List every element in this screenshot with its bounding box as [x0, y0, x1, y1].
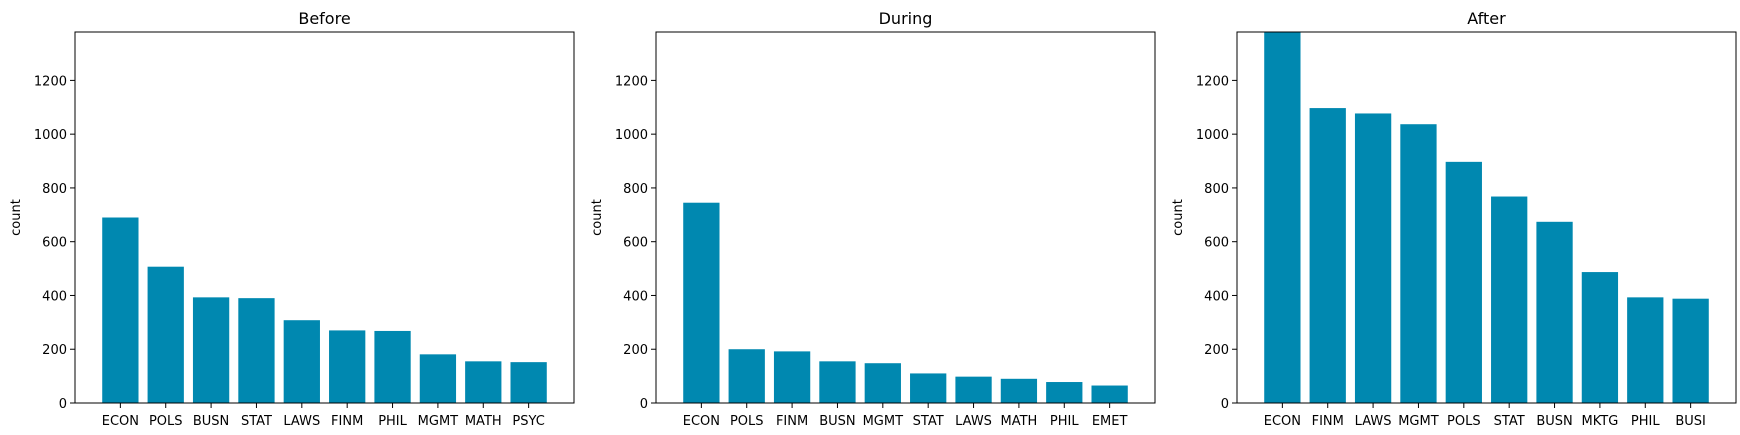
y-axis-label: count	[9, 199, 24, 236]
y-tick-label: 1200	[615, 74, 648, 89]
x-tick-label: POLS	[149, 414, 183, 429]
axes-frame	[1236, 31, 1737, 404]
x-tick-label: MATH	[1000, 414, 1037, 429]
x-tick-label: FINM	[331, 414, 363, 429]
y-tick-label: 1200	[1196, 74, 1229, 89]
y-tick-label: 800	[623, 182, 648, 197]
x-tick-label: BUSN	[819, 414, 855, 429]
y-axis-label: count	[1171, 199, 1186, 236]
x-tick-label: LAWS	[1355, 414, 1392, 429]
bar-econ	[1264, 32, 1301, 403]
chart-panel-2: 0 200 400 600 800 1000 1200 ECON FINM LAWS MGMT POL…	[1171, 9, 1737, 429]
chart-panel-1: 0 200 400 600 800 1000 1200 ECON POLS FINM BUSN MGM…	[590, 9, 1156, 429]
x-tick-label: MATH	[465, 414, 502, 429]
bar-emet	[1091, 385, 1128, 403]
y-tick-label: 600	[623, 236, 648, 251]
x-tick-label: BUSN	[1536, 414, 1572, 429]
bar-stat	[910, 373, 947, 403]
bar-finm	[1309, 108, 1346, 403]
bar-mgmt	[419, 354, 457, 403]
bar-mgmt	[864, 363, 901, 403]
y-tick-label: 0	[1221, 397, 1229, 412]
y-tick-label: 600	[42, 236, 67, 251]
bar-laws	[283, 320, 320, 403]
y-tick-label: 0	[640, 397, 648, 412]
x-tick-label: LAWS	[283, 414, 320, 429]
bar-busn	[1536, 221, 1573, 403]
x-tick-label: PHIL	[1631, 414, 1660, 429]
y-tick-label: 800	[42, 182, 67, 197]
bar-finm	[329, 330, 366, 403]
y-tick-label: 800	[1204, 182, 1229, 197]
x-tick-label: EMET	[1092, 414, 1128, 429]
x-tick-label: MGMT	[418, 414, 459, 429]
y-tick-label: 200	[42, 343, 67, 358]
bar-mgmt	[1400, 124, 1437, 404]
x-tick-label: POLS	[1447, 414, 1481, 429]
chart-panel-0: 0 200 400 600 800 1000 1200 ECON POLS BUSN STAT LAW…	[9, 9, 575, 429]
x-tick-label: MKTG	[1582, 414, 1619, 429]
y-tick-label: 0	[59, 397, 67, 412]
axes-frame	[74, 31, 575, 404]
bar-phil	[1046, 382, 1083, 403]
y-tick-label: 400	[1204, 289, 1229, 304]
x-tick-label: FINM	[776, 414, 808, 429]
x-tick-label: ECON	[102, 414, 139, 429]
y-tick-label: 1200	[34, 74, 67, 89]
y-tick-label: 400	[42, 289, 67, 304]
x-tick-label: STAT	[913, 414, 944, 429]
y-axis-label: count	[590, 199, 605, 236]
x-tick-label: ECON	[1264, 414, 1301, 429]
x-tick-label: BUSN	[193, 414, 229, 429]
bar-laws	[1354, 113, 1392, 404]
bar-stat	[238, 298, 275, 403]
bar-pols	[728, 349, 765, 403]
bar-econ	[102, 217, 139, 403]
x-tick-label: STAT	[1494, 414, 1525, 429]
x-tick-label: BUSI	[1675, 414, 1706, 429]
x-tick-label: FINM	[1312, 414, 1344, 429]
y-tick-label: 1000	[615, 128, 648, 143]
axes-frame	[655, 31, 1156, 404]
x-tick-label: POLS	[730, 414, 764, 429]
bar-econ	[683, 202, 720, 403]
x-tick-label: PHIL	[378, 414, 407, 429]
bar-stat	[1491, 196, 1528, 403]
chart-title: Before	[298, 9, 350, 28]
x-tick-label: PSYC	[512, 414, 544, 429]
x-tick-label: STAT	[241, 414, 272, 429]
bar-math	[465, 361, 502, 403]
bar-psyc	[510, 362, 547, 403]
y-tick-label: 200	[1204, 343, 1229, 358]
y-tick-label: 1000	[34, 128, 67, 143]
bar-busi	[1672, 298, 1709, 403]
x-tick-label: ECON	[683, 414, 720, 429]
bar-phil	[1627, 297, 1664, 403]
bar-pols	[1445, 161, 1482, 403]
x-tick-label: MGMT	[1398, 414, 1439, 429]
y-tick-label: 600	[1204, 236, 1229, 251]
bar-phil	[374, 330, 411, 403]
chart-title: During	[879, 9, 933, 28]
chart-title: After	[1467, 9, 1506, 28]
bar-mktg	[1581, 272, 1619, 403]
bar-busn	[819, 361, 856, 403]
bar-finm	[773, 351, 811, 403]
x-tick-label: MGMT	[863, 414, 904, 429]
x-tick-label: PHIL	[1050, 414, 1079, 429]
y-tick-label: 1000	[1196, 128, 1229, 143]
bar-busn	[192, 297, 230, 403]
x-tick-label: LAWS	[955, 414, 992, 429]
bar-laws	[955, 376, 992, 403]
bar-pols	[147, 266, 184, 403]
bar-math	[1000, 378, 1038, 403]
y-tick-label: 400	[623, 289, 648, 304]
y-tick-label: 200	[623, 343, 648, 358]
